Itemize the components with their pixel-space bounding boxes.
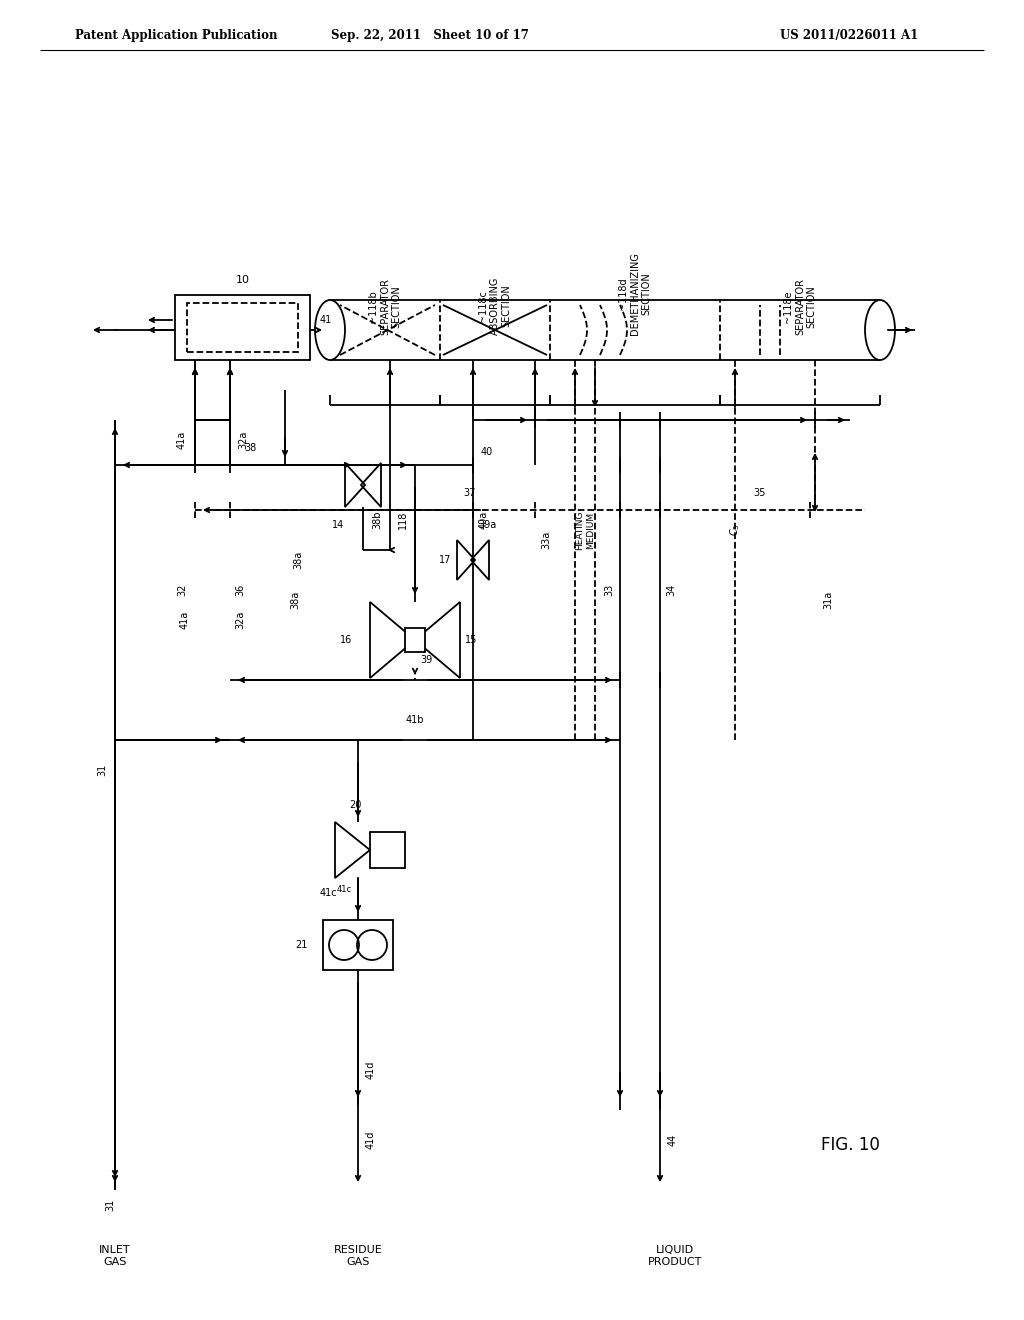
- Text: 17: 17: [438, 554, 451, 565]
- Text: 41d: 41d: [366, 1061, 376, 1080]
- Text: 39: 39: [420, 655, 432, 665]
- Text: 31: 31: [105, 1199, 115, 1212]
- Text: 33a: 33a: [541, 531, 551, 549]
- Bar: [406, 628, 425, 652]
- Text: 40a: 40a: [479, 511, 489, 529]
- Text: 15: 15: [465, 635, 477, 645]
- Text: 35: 35: [754, 488, 766, 498]
- Text: 38b: 38b: [372, 511, 382, 529]
- Text: 41c: 41c: [337, 884, 352, 894]
- Text: 38: 38: [244, 444, 256, 453]
- Text: 32a: 32a: [238, 430, 248, 449]
- Text: 33: 33: [604, 583, 614, 597]
- Text: ~118e
SEPARATOR
SECTION: ~118e SEPARATOR SECTION: [783, 279, 816, 335]
- Text: 41a: 41a: [177, 430, 187, 449]
- Text: 38a: 38a: [290, 591, 300, 609]
- Ellipse shape: [315, 300, 345, 360]
- Text: 32: 32: [177, 583, 187, 597]
- Bar: [330, 300, 880, 360]
- Text: 32a: 32a: [234, 611, 245, 630]
- Text: LIQUID
PRODUCT: LIQUID PRODUCT: [648, 1245, 702, 1267]
- Text: Sep. 22, 2011   Sheet 10 of 17: Sep. 22, 2011 Sheet 10 of 17: [331, 29, 529, 41]
- Text: 20: 20: [349, 800, 361, 810]
- Text: 31a: 31a: [823, 591, 833, 609]
- Text: 37: 37: [464, 488, 476, 498]
- Text: 39a: 39a: [478, 520, 497, 531]
- Bar: [187, 304, 298, 352]
- Text: 38a: 38a: [293, 550, 303, 569]
- Text: 14: 14: [332, 520, 344, 531]
- Text: US 2011/0226011 A1: US 2011/0226011 A1: [780, 29, 919, 41]
- Text: INLET
GAS: INLET GAS: [99, 1245, 131, 1267]
- Text: 41d: 41d: [366, 1131, 376, 1150]
- Bar: [175, 294, 310, 360]
- Text: RESIDUE
GAS: RESIDUE GAS: [334, 1245, 382, 1267]
- Ellipse shape: [865, 300, 895, 360]
- Text: 16: 16: [340, 635, 352, 645]
- Bar: [323, 920, 393, 970]
- Text: 21: 21: [296, 940, 308, 950]
- Text: 10: 10: [236, 275, 250, 285]
- Text: 40: 40: [481, 447, 494, 457]
- Text: ~118d
DEMETHANIZING
SECTION: ~118d DEMETHANIZING SECTION: [618, 252, 651, 335]
- Bar: [370, 832, 406, 869]
- Text: 34: 34: [666, 583, 676, 597]
- Text: 118: 118: [398, 511, 408, 529]
- Text: 36: 36: [234, 583, 245, 597]
- Text: 41c: 41c: [319, 888, 337, 898]
- Text: FIG. 10: FIG. 10: [820, 1137, 880, 1154]
- Text: 31: 31: [97, 764, 106, 776]
- Text: 44: 44: [668, 1134, 678, 1146]
- Text: ~118b
SEPARATOR
SECTION: ~118b SEPARATOR SECTION: [369, 279, 401, 335]
- Text: 41: 41: [319, 315, 332, 325]
- Text: 41a: 41a: [180, 611, 190, 630]
- Text: ~118c
ABSORBING
SECTION: ~118c ABSORBING SECTION: [478, 277, 512, 335]
- Text: 41b: 41b: [406, 715, 424, 725]
- Text: HEATING
MEDIUM: HEATING MEDIUM: [575, 511, 595, 549]
- Text: $C_3$: $C_3$: [728, 524, 742, 536]
- Text: Patent Application Publication: Patent Application Publication: [75, 29, 278, 41]
